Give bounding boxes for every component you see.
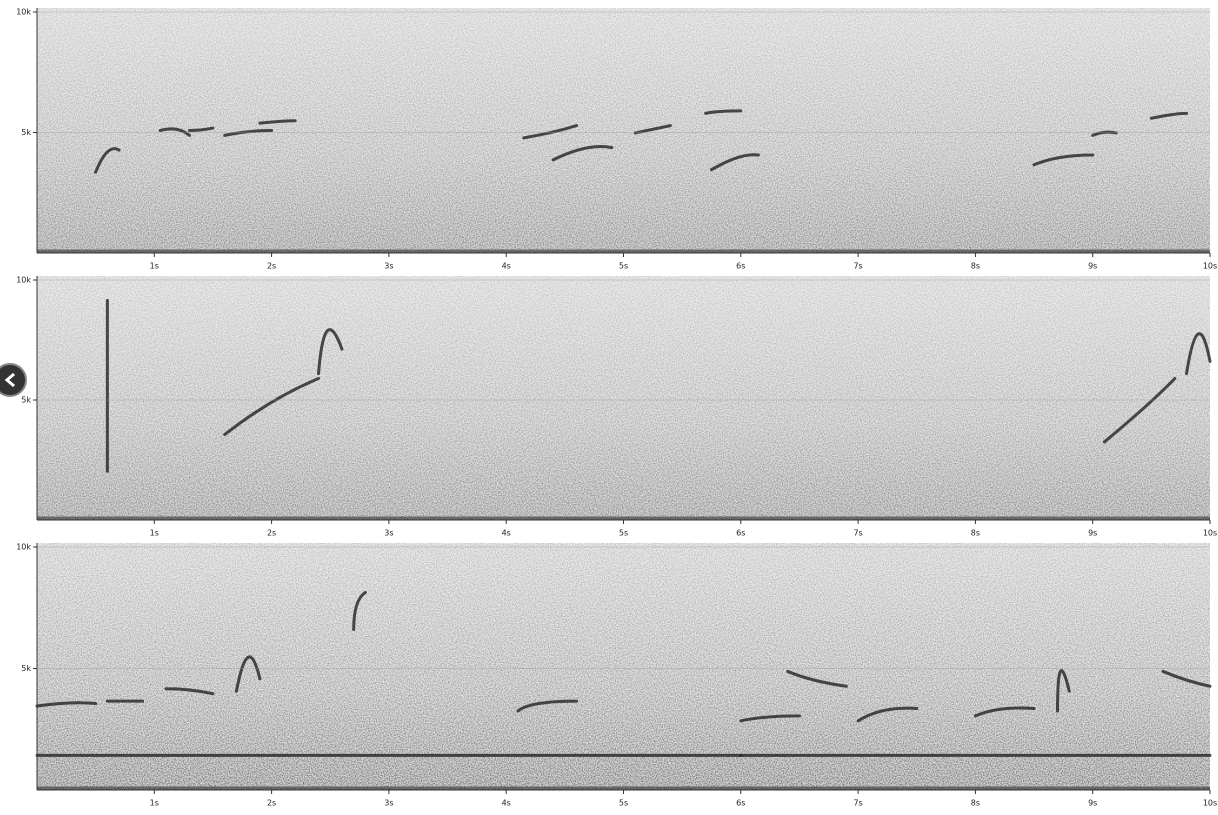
spectrogram-fade	[37, 8, 1210, 253]
song-stroke	[1161, 669, 1212, 688]
x-tick-label: 7s	[853, 529, 862, 538]
song-stroke	[223, 376, 321, 437]
spectrogram-fade	[37, 543, 1210, 790]
song-stroke	[317, 328, 344, 376]
spectrogram-panel: 5k 10k 1s 2s 3s 4s 5s 6s 7s 8s 9s 10s	[16, 543, 1217, 808]
song-stroke	[94, 147, 121, 174]
song-stroke	[551, 145, 614, 162]
x-tick-label: 5s	[619, 262, 628, 271]
x-tick-label: 4s	[502, 529, 511, 538]
song-stroke	[709, 153, 760, 172]
song-stroke	[786, 669, 848, 688]
song-stroke	[158, 127, 191, 137]
song-stroke	[35, 701, 98, 708]
x-tick-label: 2s	[267, 529, 276, 538]
song-stroke	[234, 655, 262, 693]
song-stroke	[352, 590, 367, 631]
song-stroke	[258, 119, 297, 125]
x-tick-label: 5s	[619, 799, 628, 808]
x-tick-label: 9s	[1088, 799, 1097, 808]
song-stroke	[164, 687, 215, 696]
x-tick-label: 5s	[619, 529, 628, 538]
song-stroke	[516, 699, 579, 713]
song-stroke	[1056, 669, 1071, 713]
x-tick-label: 3s	[384, 529, 393, 538]
y-tick-label: 5k	[21, 396, 31, 405]
x-tick-label: 1s	[150, 529, 159, 538]
nav-button[interactable]	[0, 363, 27, 397]
song-stroke	[1185, 332, 1212, 376]
x-tick-label: 3s	[384, 799, 393, 808]
song-stroke	[856, 706, 919, 723]
x-tick-label: 1s	[150, 799, 159, 808]
song-stroke	[633, 124, 672, 135]
spectrogram-fade	[37, 276, 1210, 520]
x-tick-label: 8s	[971, 529, 980, 538]
x-tick-label: 8s	[971, 799, 980, 808]
song-stroke	[522, 124, 579, 140]
song-stroke	[1102, 376, 1177, 444]
x-tick-label: 3s	[384, 262, 393, 271]
song-stroke	[223, 129, 274, 137]
x-tick-label: 8s	[971, 262, 980, 271]
x-tick-label: 6s	[736, 262, 745, 271]
x-tick-label: 7s	[853, 799, 862, 808]
x-tick-label: 4s	[502, 262, 511, 271]
x-tick-label: 6s	[736, 529, 745, 538]
spectrogram-panel: 5k 10k 1s 2s 3s 4s 5s 6s 7s 8s 9s 10s	[16, 276, 1217, 538]
x-tick-label: 4s	[502, 799, 511, 808]
song-stroke	[704, 109, 743, 115]
y-tick-label: 10k	[16, 543, 31, 552]
x-tick-label: 2s	[267, 799, 276, 808]
y-tick-label: 10k	[16, 276, 31, 285]
spectrogram-panel: 5k 10k 1s 2s 3s 4s 5s 6s 7s 8s 9s 10s	[16, 8, 1217, 271]
song-stroke	[973, 706, 1036, 718]
x-tick-label: 9s	[1088, 262, 1097, 271]
x-tick-label: 2s	[267, 262, 276, 271]
song-stroke	[1149, 111, 1189, 120]
y-tick-label: 10k	[16, 8, 31, 17]
x-tick-label: 6s	[736, 799, 745, 808]
x-tick-label: 10s	[1203, 799, 1217, 808]
x-tick-label: 7s	[853, 262, 862, 271]
x-tick-label: 10s	[1203, 262, 1217, 271]
y-tick-label: 5k	[21, 664, 31, 673]
x-tick-label: 9s	[1088, 529, 1097, 538]
x-tick-label: 1s	[150, 262, 159, 271]
song-stroke	[1091, 130, 1118, 137]
y-tick-label: 5k	[21, 128, 31, 137]
song-stroke	[187, 126, 215, 132]
song-stroke	[739, 714, 801, 723]
x-tick-label: 10s	[1203, 529, 1217, 538]
song-stroke	[1032, 153, 1095, 167]
